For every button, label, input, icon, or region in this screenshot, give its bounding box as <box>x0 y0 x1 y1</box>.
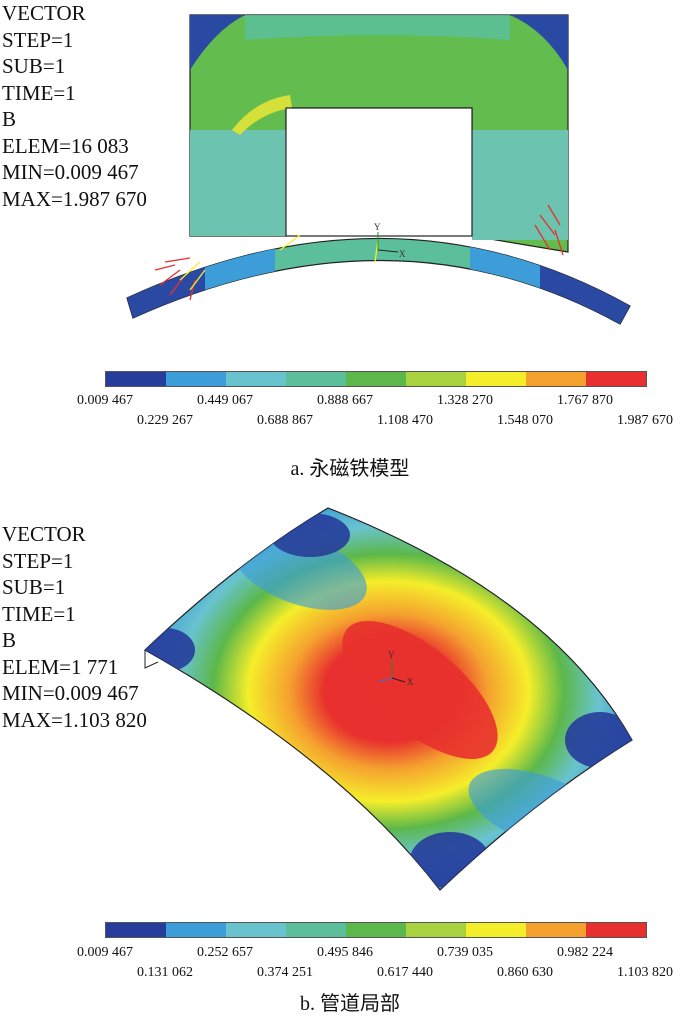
panel-permanent-magnet-model: Y X VECTOR STEP=1 SUB=1 TIME=1 B ELEM=16… <box>0 0 700 490</box>
legend-swatch <box>466 923 526 937</box>
scale-label: 0.888 667 <box>317 393 373 408</box>
scale-label: 0.739 035 <box>437 945 493 960</box>
info-line: ELEM=16 083 <box>2 133 129 158</box>
legend-swatch <box>106 372 166 386</box>
legend-swatch <box>286 923 346 937</box>
scale-label: 1.328 270 <box>437 393 493 408</box>
scale-label: 0.617 440 <box>377 965 433 980</box>
legend-swatch <box>106 923 166 937</box>
info-block-b: VECTOR STEP=1 SUB=1 TIME=1 B ELEM=1 771 … <box>2 521 147 733</box>
info-line: STEP=1 <box>2 548 74 573</box>
scale-label: 1.108 470 <box>377 413 433 428</box>
info-line: VECTOR <box>2 522 86 546</box>
scale-label: 1.767 870 <box>557 393 613 408</box>
scale-label: 0.009 467 <box>77 945 133 960</box>
legend-swatch <box>526 372 586 386</box>
legend-swatch <box>166 372 226 386</box>
info-line: B <box>2 107 17 131</box>
legend-swatch <box>346 923 406 937</box>
triad-x-label: X <box>399 249 406 259</box>
info-line: MIN=0.009 467 <box>2 160 139 184</box>
high-field-arrows <box>154 204 564 301</box>
flux-concentration-left <box>232 95 292 135</box>
info-line: SUB=1 <box>2 575 66 599</box>
scale-label: 0.009 467 <box>77 393 133 408</box>
magnet-window <box>285 107 473 237</box>
info-line: TIME=1 <box>2 80 76 105</box>
panel-pipe-section: Y X VECTOR STEP=1 SUB=1 TIME=1 B ELEM=1 … <box>0 500 700 1015</box>
info-line: MAX=1.987 670 <box>2 186 147 211</box>
scale-label: 0.982 224 <box>557 945 613 960</box>
legend-swatch <box>166 923 226 937</box>
corner-field-tl <box>190 15 245 70</box>
legend-swatch <box>406 372 466 386</box>
min-field-region-bottom <box>410 832 490 888</box>
info-line: VECTOR <box>2 1 86 25</box>
scale-label: 1.548 070 <box>497 413 553 428</box>
legend-swatch <box>466 372 526 386</box>
right-leg-field <box>472 130 568 240</box>
scale-label: 1.987 670 <box>617 413 673 428</box>
min-field-region-right <box>565 712 632 768</box>
legend-swatch <box>586 923 646 937</box>
scale-label: 0.252 657 <box>197 945 253 960</box>
info-block-a: VECTOR STEP=1 SUB=1 TIME=1 B ELEM=16 083… <box>2 0 147 212</box>
scale-label: 0.860 630 <box>497 965 553 980</box>
triad-y-label: Y <box>388 650 395 660</box>
top-band-field <box>245 15 510 40</box>
info-line: MAX=1.103 820 <box>2 707 147 732</box>
legend-swatch <box>526 923 586 937</box>
scale-label: 0.374 251 <box>257 965 313 980</box>
pipe-vector-field-plot: Y X <box>143 507 633 891</box>
scale-label: 0.229 267 <box>137 413 193 428</box>
pipe-edge <box>144 650 159 669</box>
info-line: ELEM=1 771 <box>2 654 119 679</box>
scale-label: 0.449 067 <box>197 393 253 408</box>
left-leg-field <box>190 130 286 236</box>
coordinate-triad: Y X <box>374 222 406 259</box>
scale-label: 0.688 867 <box>257 413 313 428</box>
info-line: TIME=1 <box>2 601 76 626</box>
legend-swatch <box>346 372 406 386</box>
legend-swatch <box>226 372 286 386</box>
caption-a: a. 永磁铁模型 <box>290 458 410 480</box>
color-scale-bar-b <box>105 922 647 938</box>
scale-label: 0.495 846 <box>317 945 373 960</box>
info-line: B <box>2 628 17 652</box>
peak-field-region <box>342 620 498 760</box>
legend-swatch <box>406 923 466 937</box>
scale-labels-b: 0.009 467 0.252 657 0.495 846 0.739 035 … <box>0 945 700 985</box>
triad-x-label: X <box>407 677 414 687</box>
pipe-mid-field-left <box>205 238 275 320</box>
corner-field-tr <box>510 15 568 70</box>
min-field-region-top <box>270 513 350 557</box>
caption-b: b. 管道局部 <box>300 993 400 1015</box>
scale-labels-a: 0.009 467 0.449 067 0.888 667 1.328 270 … <box>0 393 700 433</box>
magnet-vector-field-plot: Y X <box>126 14 631 325</box>
legend-swatch <box>226 923 286 937</box>
pipe-end-field-right <box>540 250 630 324</box>
info-line: MIN=0.009 467 <box>2 681 139 705</box>
info-line: STEP=1 <box>2 27 74 52</box>
info-line: SUB=1 <box>2 54 66 78</box>
scale-label: 1.103 820 <box>617 965 673 980</box>
scale-label: 0.131 062 <box>137 965 193 980</box>
legend-swatch <box>586 372 646 386</box>
mid-field-arrows <box>179 234 379 291</box>
legend-swatch <box>286 372 346 386</box>
coordinate-triad: Y X <box>377 650 414 687</box>
color-scale-bar-a <box>105 371 647 387</box>
triad-y-label: Y <box>374 222 381 232</box>
